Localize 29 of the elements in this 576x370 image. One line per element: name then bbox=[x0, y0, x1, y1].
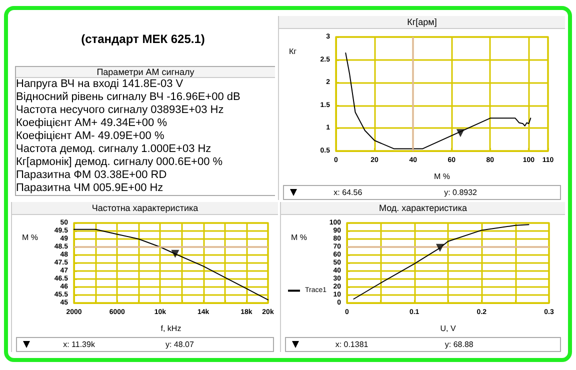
x-axis-title: М % bbox=[433, 172, 451, 181]
y-axis-title: М % bbox=[291, 233, 307, 242]
text: Частота несучого сигналу 03893E+03 Hz bbox=[16, 104, 225, 117]
x-axis-title: U, V bbox=[439, 324, 457, 333]
text: x: 11.39k bbox=[63, 339, 95, 351]
text: y: 0.8932 bbox=[444, 187, 477, 199]
text: Параметри АМ сигналу bbox=[16, 67, 275, 78]
text: Частота демод. сигналу 1.000E+03 Hz bbox=[16, 143, 212, 156]
line-series bbox=[74, 228, 268, 300]
text: Коефіцієнт АМ+ 49.34E+00 % bbox=[16, 117, 168, 130]
text: x: 0.1381 bbox=[335, 339, 368, 351]
line-series bbox=[353, 224, 530, 300]
text: x: 64.56 bbox=[334, 187, 362, 199]
chart-title: Кг[арм] bbox=[279, 16, 565, 29]
text: Паразитна ЧМ 005.9E+00 Hz bbox=[16, 182, 164, 195]
text: Паразитна ФМ 03.38E+00 RD bbox=[16, 169, 168, 182]
line-series bbox=[345, 52, 532, 150]
chart-title: Мод. характеристика bbox=[281, 202, 565, 215]
text: Коефіцієнт АМ- 49.09E+00 % bbox=[16, 130, 166, 143]
text: (стандарт МЕК 625.1) bbox=[80, 32, 206, 48]
y-axis-title: М % bbox=[22, 233, 38, 242]
text: y: 68.88 bbox=[444, 339, 474, 351]
text: y: 48.07 bbox=[165, 339, 194, 351]
chart-title: Частотна характеристика bbox=[12, 202, 278, 215]
text: Напруга ВЧ на вході 141.8E-03 V bbox=[16, 78, 184, 91]
text: Відносний рівень сигналу ВЧ -16.96E+00 dB bbox=[16, 91, 242, 104]
text: Кг[армонік] демод. сигналу 000.6E+00 % bbox=[16, 156, 224, 169]
y-axis-title: Кг bbox=[289, 47, 297, 56]
x-axis-title: f, kHz bbox=[160, 324, 182, 333]
